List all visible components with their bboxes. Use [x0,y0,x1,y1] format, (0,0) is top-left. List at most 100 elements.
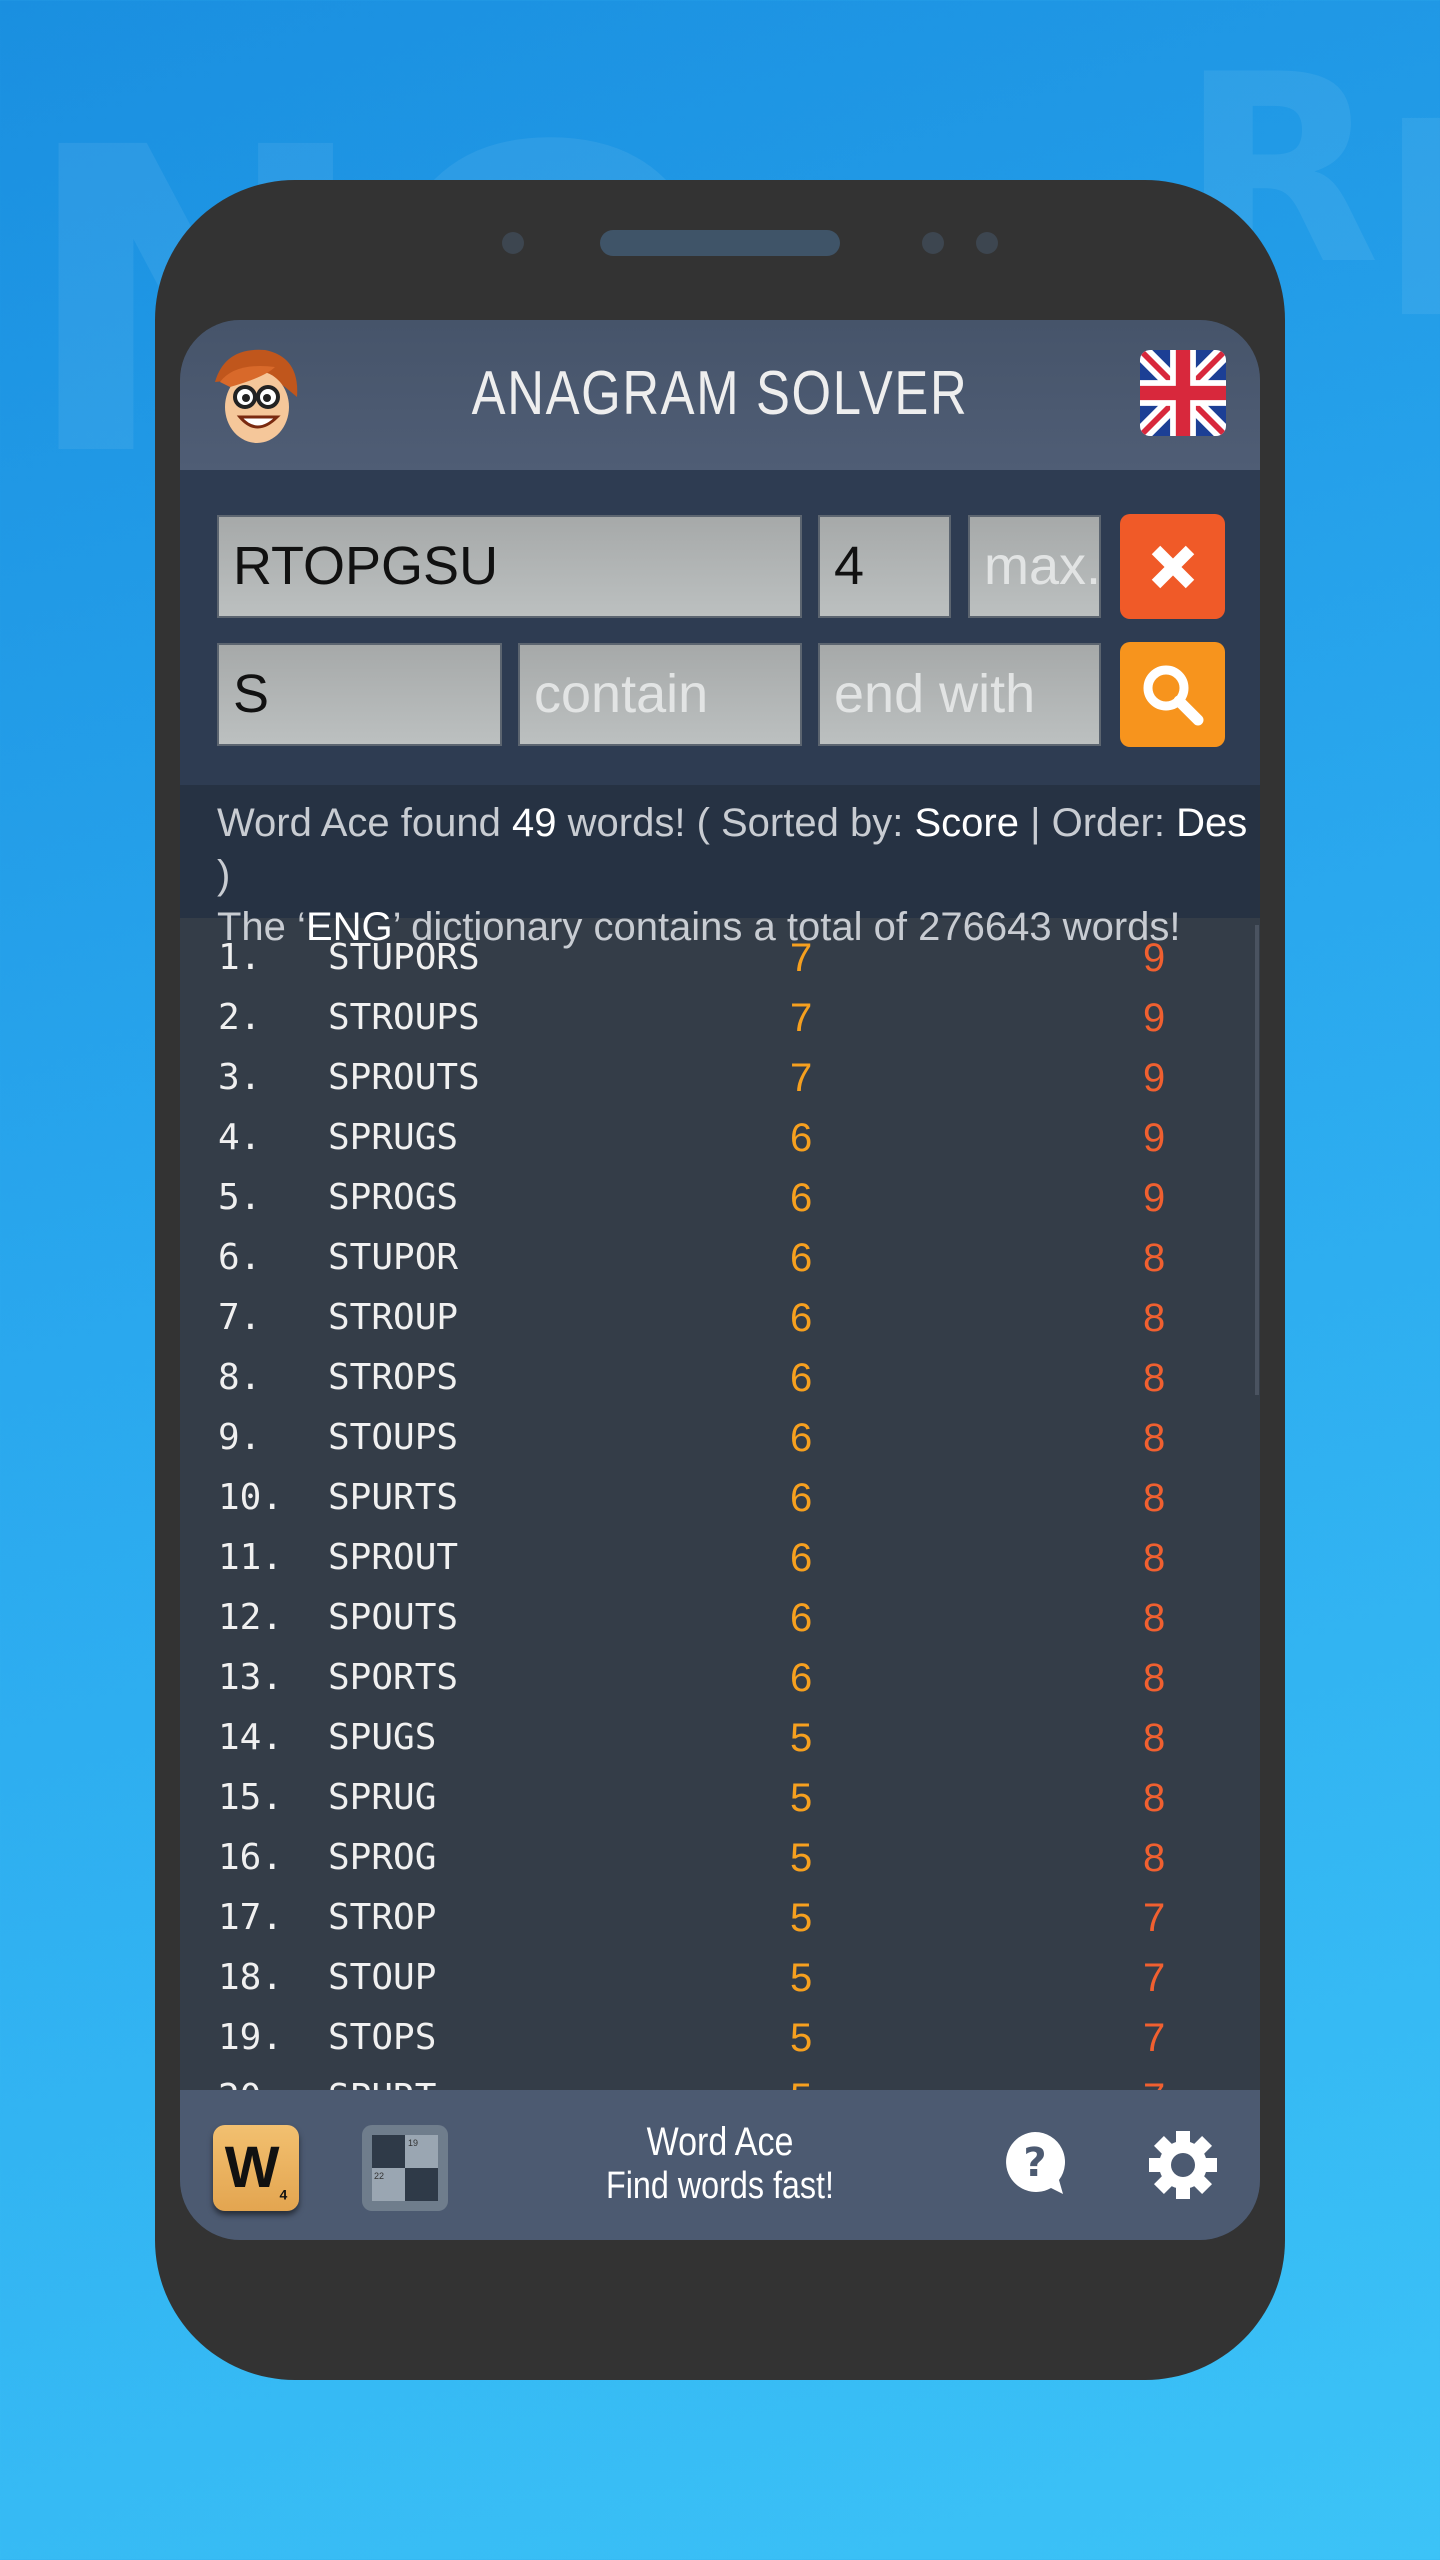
max-length-input[interactable]: max. [968,515,1101,618]
result-row[interactable]: 20. SPURT 5 7 [180,2068,1260,2090]
summary-text: ’ dictionary contains a total of 276643 … [392,905,1181,949]
word-tile-button[interactable]: W4 [213,2125,299,2211]
result-score: 8 [1143,1536,1166,1580]
summary-text: ) [217,853,231,897]
close-icon [1151,545,1194,588]
result-row[interactable]: 1. STUPORS 7 9 [180,928,1260,988]
result-length: 5 [790,1836,813,1880]
result-score: 7 [1143,1956,1166,2000]
result-score: 8 [1143,1836,1166,1880]
result-rank: 15. [218,1777,284,1818]
result-rank: 18. [218,1957,284,1998]
result-score: 8 [1143,1356,1166,1400]
result-row[interactable]: 11. SPROUT 6 8 [180,1528,1260,1588]
result-rank: 17. [218,1897,284,1938]
result-row[interactable]: 8. STROPS 6 8 [180,1348,1260,1408]
result-row[interactable]: 16. SPROG 5 8 [180,1828,1260,1888]
result-rank: 14. [218,1717,284,1758]
result-rank: 8. [218,1357,262,1398]
gear-icon[interactable] [1148,2130,1218,2200]
result-row[interactable]: 6. STUPOR 6 8 [180,1228,1260,1288]
result-row[interactable]: 18. STOUP 5 7 [180,1948,1260,2008]
help-icon[interactable]: ? [1002,2130,1068,2198]
result-length: 6 [790,1416,813,1460]
result-word: SPROGS [328,1177,459,1218]
results-list[interactable]: 1. STUPORS 7 9 2. STROUPS 7 9 3. SPROUTS 7 9 4. SPRUG… [180,918,1260,2090]
result-rank: 9. [218,1417,262,1458]
result-word: STOUPS [328,1417,459,1458]
result-word: SPROG [328,1837,437,1878]
result-word: SPRUGS [328,1117,459,1158]
result-row[interactable]: 13. SPORTS 6 8 [180,1648,1260,1708]
phone-sensor [976,232,998,254]
contains-input[interactable]: contain [518,643,802,746]
result-row[interactable]: 2. STROUPS 7 9 [180,988,1260,1048]
result-row[interactable]: 17. STROP 5 7 [180,1888,1260,1948]
result-row[interactable]: 15. SPRUG 5 8 [180,1768,1260,1828]
result-score: 8 [1143,1236,1166,1280]
result-score: 9 [1143,936,1166,980]
result-word: STROUPS [328,997,480,1038]
result-length: 6 [790,1296,813,1340]
result-row[interactable]: 14. SPUGS 5 8 [180,1708,1260,1768]
result-word: SPRUG [328,1777,437,1818]
result-score: 9 [1143,1116,1166,1160]
result-rank: 13. [218,1657,284,1698]
result-row[interactable]: 3. SPROUTS 7 9 [180,1048,1260,1108]
result-word: SPROUTS [328,1057,480,1098]
uk-flag-icon[interactable] [1140,350,1226,436]
result-row[interactable]: 4. SPRUGS 6 9 [180,1108,1260,1168]
phone-speaker [600,230,840,256]
result-length: 5 [790,1896,813,1940]
result-score: 8 [1143,1416,1166,1460]
result-length: 6 [790,1596,813,1640]
result-row[interactable]: 9. STOUPS 6 8 [180,1408,1260,1468]
result-row[interactable]: 7. STROUP 6 8 [180,1288,1260,1348]
result-row[interactable]: 12. SPOUTS 6 8 [180,1588,1260,1648]
result-score: 9 [1143,996,1166,1040]
result-length: 6 [790,1236,813,1280]
result-score: 9 [1143,1176,1166,1220]
result-rank: 10. [218,1477,284,1518]
result-score: 8 [1143,1596,1166,1640]
result-rank: 2. [218,997,262,1038]
result-length: 5 [790,1716,813,1760]
result-word: STROUP [328,1297,459,1338]
search-button[interactable] [1120,642,1225,747]
result-length: 6 [790,1116,813,1160]
summary-text: Word Ace found [217,801,501,845]
result-rank: 3. [218,1057,262,1098]
min-length-input[interactable]: 4 [818,515,951,618]
phone-sensor [922,232,944,254]
result-score: 8 [1143,1656,1166,1700]
result-row[interactable]: 19. STOPS 5 7 [180,2008,1260,2068]
result-word: STUPORS [328,937,480,978]
page-title: ANAGRAM SOLVER [471,359,969,428]
summary-text: | Order: [1030,801,1165,845]
grid-number: 19 [408,2138,418,2148]
tile-value: 4 [279,2186,288,2203]
result-word: STROP [328,1897,437,1938]
result-row[interactable]: 5. SPROGS 6 9 [180,1168,1260,1228]
result-word: SPOUTS [328,1597,459,1638]
result-rank: 4. [218,1117,262,1158]
result-score: 7 [1143,2068,1165,2090]
ends-with-input[interactable]: end with [818,643,1101,746]
clear-button[interactable] [1120,514,1225,619]
order-value[interactable]: Des [1176,801,1248,845]
sort-by-value[interactable]: Score [914,801,1019,845]
nerd-mascot-icon[interactable] [205,342,305,452]
result-length: 6 [790,1656,813,1700]
crossword-grid-icon: 19 22 [372,2135,438,2201]
results-summary: Word Ace found 49 words! ( Sorted by: Sc… [180,785,1260,949]
letters-input[interactable]: RTOPGSU [217,515,802,618]
svg-text:?: ? [1023,2140,1046,2186]
result-word: SPORTS [328,1657,459,1698]
result-row[interactable]: 10. SPURTS 6 8 [180,1468,1260,1528]
starts-with-input[interactable]: S [217,643,502,746]
scrollbar[interactable] [1255,925,1259,1395]
crossword-button[interactable]: 19 22 [362,2125,448,2211]
result-length: 5 [790,2068,812,2090]
result-score: 7 [1143,2016,1166,2060]
dictionary-name[interactable]: ENG [305,905,393,949]
